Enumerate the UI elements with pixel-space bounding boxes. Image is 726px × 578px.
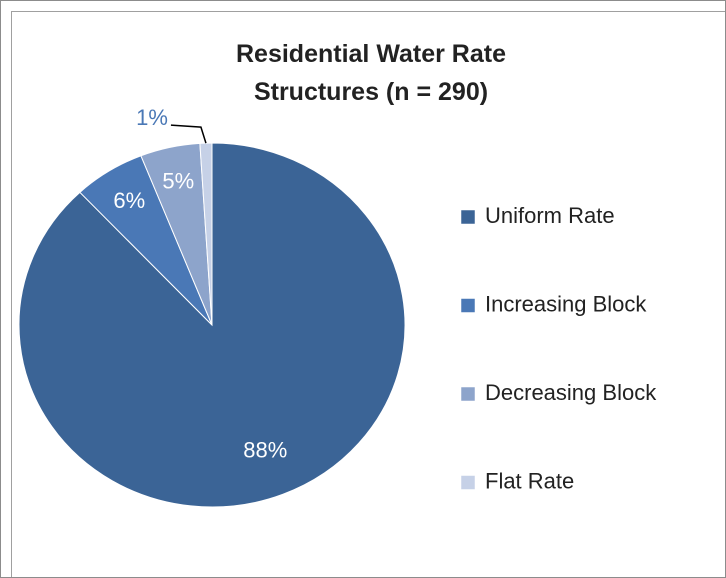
plot-border <box>11 11 725 577</box>
legend-label: Decreasing Block <box>485 380 657 405</box>
legend-label: Uniform Rate <box>485 203 615 228</box>
data-label: 88% <box>243 438 287 463</box>
legend-swatch <box>460 475 476 490</box>
legend-label: Flat Rate <box>485 468 574 493</box>
legend-swatch <box>460 386 476 402</box>
legend-swatch <box>460 298 476 313</box>
chart-title: Residential Water Rate Structures (n = 2… <box>236 40 506 106</box>
legend-label: Increasing Block <box>485 291 647 316</box>
data-label: 6% <box>113 188 145 213</box>
data-label: 1% <box>136 105 168 130</box>
legend-swatch <box>460 209 476 225</box>
data-label: 5% <box>162 169 194 194</box>
leader-line <box>170 124 207 144</box>
